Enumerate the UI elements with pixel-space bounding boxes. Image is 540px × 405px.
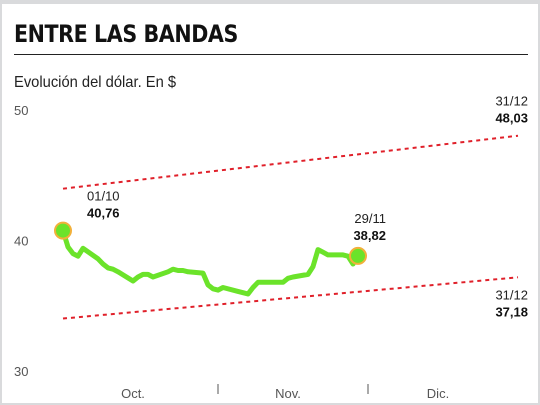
annotation-value: 40,76 [87, 206, 120, 221]
annotation-date: 29/11 [354, 211, 386, 226]
point-marker [349, 246, 367, 265]
annotation-date: 31/12 [495, 94, 528, 109]
title-divider [14, 54, 528, 55]
annotation-date: 01/10 [87, 189, 120, 204]
annotation-value: 38,82 [353, 228, 386, 243]
y-tick-label: 50 [14, 103, 28, 118]
annotation-value: 37,18 [495, 304, 528, 319]
annotation-value: 48,03 [495, 111, 528, 126]
upper-band-line [62, 134, 519, 190]
chart-subtitle: Evolución del dólar. En $ [14, 74, 177, 91]
x-tick-label: Nov. [275, 386, 301, 401]
x-tick-label: Dic. [427, 386, 449, 401]
x-tick-label: Oct. [121, 386, 145, 401]
chart-title: ENTRE LAS BANDAS [14, 20, 238, 48]
lower-band-line [62, 276, 519, 320]
y-tick-label: 40 [14, 234, 28, 249]
annotation-date: 31/12 [495, 287, 528, 302]
y-tick-label: 30 [14, 364, 28, 379]
chart-panel [2, 4, 538, 403]
point-marker [54, 221, 72, 240]
dollar-series-line [60, 228, 361, 297]
